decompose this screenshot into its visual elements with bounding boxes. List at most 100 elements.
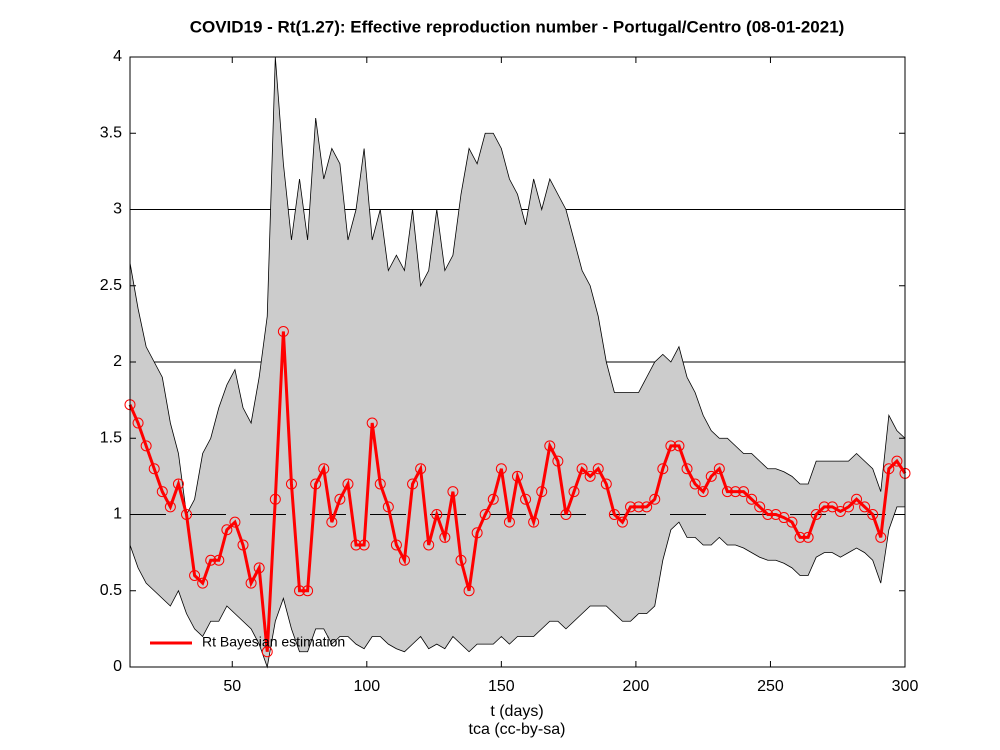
data-point <box>398 554 410 566</box>
data-point <box>536 486 548 498</box>
data-point <box>625 501 637 513</box>
data-point <box>366 417 378 429</box>
data-point <box>746 493 758 505</box>
data-point <box>826 501 838 513</box>
y-tick-label: 3.5 <box>100 124 122 141</box>
data-point <box>148 463 160 475</box>
data-point <box>334 493 346 505</box>
data-point <box>842 501 854 513</box>
data-point <box>294 585 306 597</box>
data-point <box>172 478 184 490</box>
data-point <box>447 486 459 498</box>
data-point <box>770 509 782 520</box>
data-point <box>576 463 588 475</box>
data-point <box>439 531 451 543</box>
data-point <box>189 570 201 581</box>
x-tick-label: 250 <box>757 678 784 695</box>
data-point <box>390 539 402 551</box>
data-point <box>495 463 507 475</box>
y-tick-label: 0 <box>113 658 122 675</box>
data-point <box>181 509 193 520</box>
data-point <box>818 501 830 513</box>
data-point <box>867 509 879 520</box>
y-tick-label: 1.5 <box>100 429 122 446</box>
data-point <box>156 486 168 498</box>
x-tick-label: 150 <box>488 678 515 695</box>
data-point <box>673 440 685 452</box>
data-point <box>600 478 612 490</box>
data-point <box>616 516 628 528</box>
data-point <box>479 509 491 520</box>
legend-label: Rt Bayesian estimation <box>202 634 345 650</box>
data-point <box>697 486 709 498</box>
x-tick-label: 50 <box>223 678 241 695</box>
data-point <box>802 531 814 543</box>
data-point <box>552 455 564 467</box>
data-point <box>358 539 370 551</box>
data-point <box>520 493 532 505</box>
data-point <box>382 501 394 513</box>
data-point <box>326 516 338 528</box>
data-point <box>310 478 322 490</box>
data-point <box>859 501 871 513</box>
data-point <box>528 516 540 528</box>
data-point <box>164 501 176 513</box>
y-tick-label: 2.5 <box>100 277 122 294</box>
data-point <box>197 577 209 589</box>
chart-title: COVID19 - Rt(1.27): Effective reproducti… <box>190 17 845 36</box>
data-point <box>213 554 225 566</box>
data-point <box>229 516 241 528</box>
data-point <box>350 539 362 551</box>
data-point <box>431 509 443 520</box>
data-point <box>487 493 499 505</box>
data-point <box>633 501 645 513</box>
data-point <box>374 478 386 490</box>
data-point <box>681 463 693 475</box>
data-point <box>891 455 903 467</box>
data-point <box>762 509 774 520</box>
data-point <box>584 470 596 482</box>
series-line <box>128 331 907 652</box>
data-point <box>786 516 798 528</box>
data-point <box>407 478 419 490</box>
data-point <box>503 516 515 528</box>
data-point <box>261 646 273 658</box>
data-point <box>342 478 354 490</box>
data-point <box>705 470 717 482</box>
data-point <box>754 501 766 513</box>
data-point <box>834 505 846 517</box>
band-upper <box>129 56 906 516</box>
data-point <box>277 326 289 337</box>
data-point <box>689 478 701 490</box>
data-point <box>415 463 427 475</box>
data-point <box>649 493 661 505</box>
band-lower <box>129 506 905 669</box>
data-point <box>140 440 152 452</box>
data-point <box>641 501 653 513</box>
data-point <box>302 585 314 597</box>
x-tick-label: 200 <box>623 678 650 695</box>
data-point <box>318 463 330 475</box>
data-point <box>875 531 887 543</box>
y-tick-label: 0.5 <box>100 582 122 599</box>
x-tick-label: 100 <box>353 678 380 695</box>
y-tick-label: 3 <box>113 201 122 218</box>
y-tick-label: 4 <box>113 48 122 65</box>
data-point <box>883 463 895 475</box>
data-point <box>245 577 257 589</box>
y-tick-label: 1 <box>113 506 122 523</box>
data-point <box>205 554 217 566</box>
data-point <box>423 539 435 551</box>
x-axis-label: t (days) <box>490 703 543 720</box>
data-point <box>269 493 281 505</box>
data-point <box>568 486 580 498</box>
x-tick-label: 300 <box>892 678 919 695</box>
data-point <box>729 486 741 498</box>
data-point <box>237 539 249 551</box>
data-point <box>665 440 677 452</box>
data-point <box>592 463 604 475</box>
data-point <box>608 509 620 520</box>
data-point <box>544 440 556 452</box>
y-tick-label: 2 <box>113 353 122 370</box>
